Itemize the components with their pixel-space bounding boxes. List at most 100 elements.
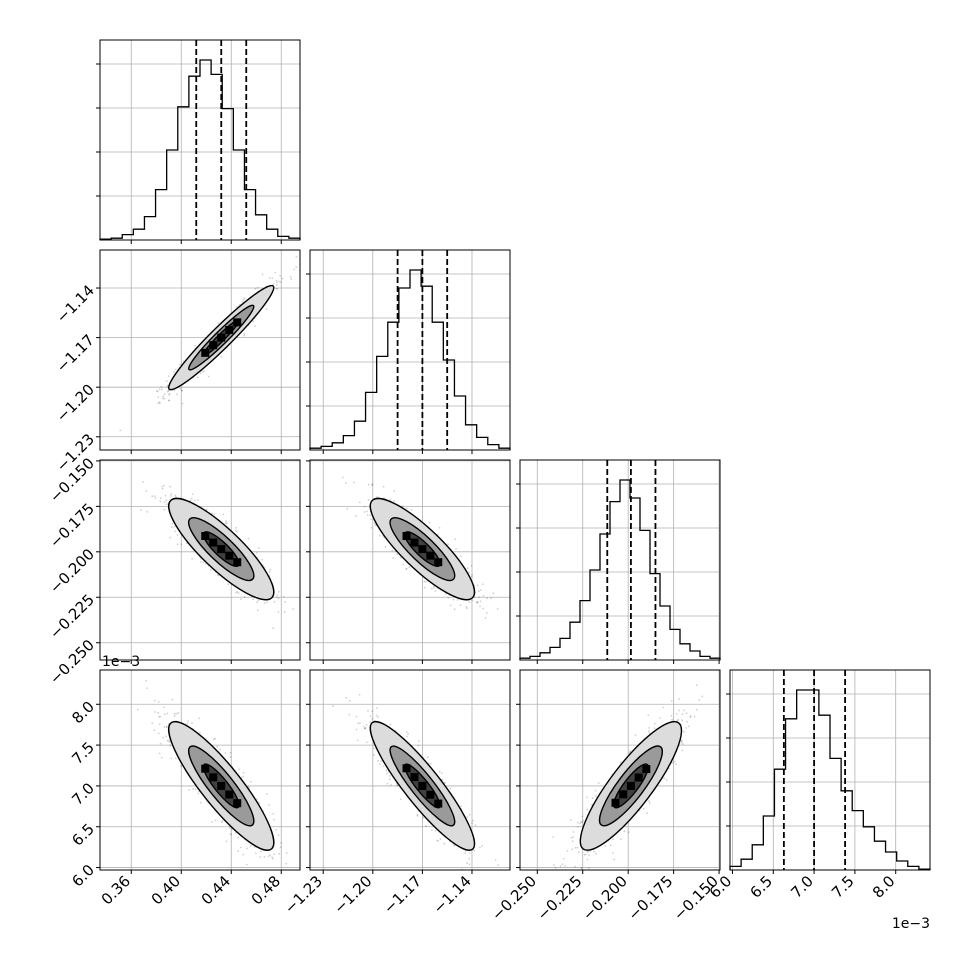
sample-point [371, 717, 373, 720]
sample-point [627, 831, 630, 834]
sample-point [224, 522, 227, 525]
sample-point [159, 401, 161, 404]
panel-content [332, 693, 499, 876]
sample-point [119, 429, 122, 432]
density-peak-cell [434, 799, 443, 808]
histogram-step [519, 479, 721, 660]
sample-point [496, 608, 499, 610]
sample-point [486, 597, 489, 600]
sample-point [283, 611, 286, 614]
sample-point [170, 493, 173, 495]
sample-point [165, 380, 168, 383]
sample-point [179, 363, 181, 366]
sample-point [257, 599, 260, 602]
sample-point [246, 847, 249, 850]
sample-point [392, 557, 394, 559]
sample-point [471, 574, 473, 576]
sample-point [175, 712, 178, 715]
sample-point [159, 715, 162, 718]
sample-point [453, 608, 456, 611]
sample-point [165, 735, 167, 738]
sample-point [254, 287, 257, 290]
sample-point [242, 298, 245, 301]
sample-point [205, 508, 208, 511]
sample-point [234, 832, 237, 834]
sample-point [453, 844, 456, 847]
sample-point [401, 505, 404, 507]
sample-point [371, 710, 373, 713]
sample-point [402, 563, 404, 566]
sample-point [295, 255, 298, 258]
sample-point [476, 584, 479, 587]
histogram-panel-1 [306, 249, 511, 454]
histogram-step [99, 59, 301, 240]
sample-point [355, 715, 358, 718]
sample-point [295, 266, 298, 269]
sample-point [243, 297, 246, 300]
sample-point [466, 816, 469, 818]
sample-point [230, 833, 233, 836]
sample-point [277, 611, 280, 613]
sample-point [234, 529, 237, 532]
sample-point [201, 370, 204, 373]
sample-point [156, 390, 158, 392]
sample-point [249, 845, 252, 847]
sample-point [284, 600, 287, 603]
sample-point [268, 277, 271, 279]
sample-point [203, 370, 205, 372]
panel-frame [309, 249, 511, 451]
sample-point [281, 277, 284, 280]
sample-point [213, 513, 216, 515]
sample-point [289, 275, 292, 278]
sample-point [408, 566, 410, 569]
sample-point [367, 709, 369, 712]
sample-point [217, 574, 219, 576]
sample-point [648, 732, 651, 734]
sample-point [399, 556, 402, 559]
sample-point [274, 271, 277, 274]
sample-point [236, 591, 239, 593]
sample-point [166, 390, 169, 393]
sample-point [382, 765, 385, 767]
sample-point [689, 716, 692, 719]
panel-frame [309, 459, 511, 661]
sample-point [164, 494, 167, 497]
sample-point [273, 600, 276, 603]
sample-point [191, 493, 194, 495]
sample-point [175, 496, 177, 498]
density-peak-cell [410, 538, 419, 547]
sample-point [384, 546, 387, 548]
sample-point [469, 874, 471, 876]
sample-point [455, 548, 457, 550]
sample-point [612, 838, 615, 840]
sample-point [168, 399, 171, 402]
sample-point [468, 857, 471, 860]
sample-point [460, 805, 463, 807]
sample-point [682, 709, 685, 712]
sample-point [391, 549, 394, 552]
sample-point [554, 867, 557, 869]
sample-point [653, 722, 656, 725]
sample-point [176, 393, 179, 396]
sample-point [252, 598, 255, 601]
sample-point [160, 756, 163, 759]
sample-point [200, 561, 202, 563]
sample-point [168, 739, 171, 742]
sample-point [423, 586, 426, 589]
sample-point [237, 592, 240, 595]
sample-point [196, 376, 199, 379]
sample-point [386, 772, 388, 775]
sample-point [480, 589, 482, 591]
sample-point [235, 591, 238, 594]
sample-point [385, 769, 388, 772]
sample-point [416, 815, 419, 817]
sample-point [364, 726, 367, 729]
sample-point [216, 745, 219, 748]
sample-point [166, 384, 169, 387]
sample-point [376, 707, 378, 709]
sample-point [146, 510, 149, 513]
panel-content [140, 481, 294, 630]
sample-point [161, 487, 164, 490]
sample-point [358, 501, 361, 504]
density-peak-cell [225, 551, 234, 560]
